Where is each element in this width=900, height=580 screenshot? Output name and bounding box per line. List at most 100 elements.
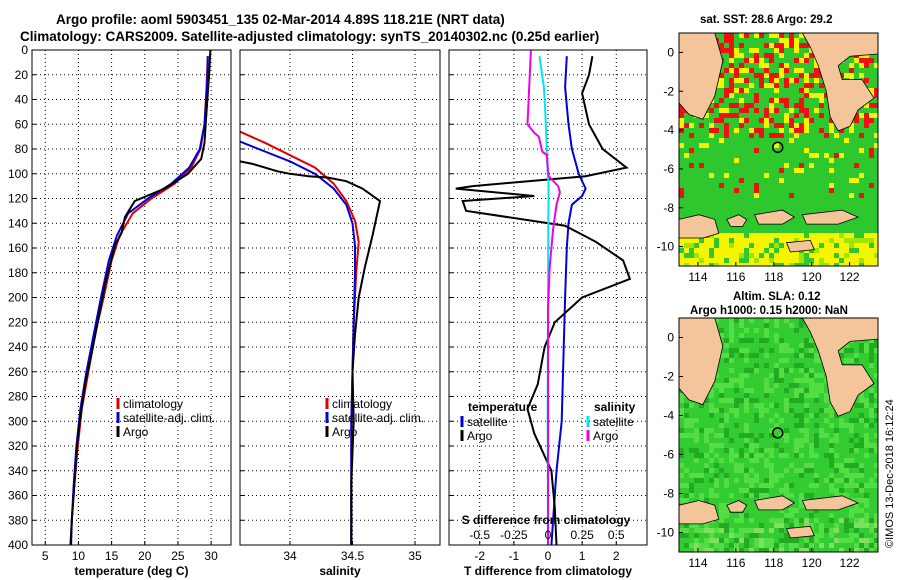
- legend-title: temperature: [468, 400, 538, 414]
- map-cell: [784, 403, 789, 408]
- map-cell: [859, 258, 864, 263]
- map-cell: [864, 343, 869, 348]
- map-cell: [684, 423, 689, 428]
- map-cell: [769, 73, 774, 78]
- map-cell: [809, 233, 814, 238]
- map-cell: [739, 488, 744, 493]
- map-cell: [814, 258, 819, 263]
- map-cell: [874, 93, 878, 98]
- map-cell: [844, 348, 849, 353]
- map-cell: [744, 58, 749, 63]
- map-cell: [839, 153, 844, 158]
- map-cell: [754, 148, 759, 153]
- map-cell: [729, 378, 734, 383]
- map-cell: [784, 513, 789, 518]
- map-cell: [874, 253, 878, 258]
- map-cell: [749, 233, 754, 238]
- map-cell: [724, 233, 729, 238]
- map-cell: [864, 238, 869, 243]
- map-cell: [859, 63, 864, 68]
- map-cell: [734, 518, 739, 523]
- map-cell: [789, 253, 794, 258]
- map-cell: [794, 123, 799, 128]
- map-cell: [724, 508, 729, 513]
- map-cell: [799, 438, 804, 443]
- map-cell: [869, 528, 874, 533]
- map-cell: [864, 398, 869, 403]
- map-cell: [779, 543, 784, 548]
- map-cell: [779, 548, 784, 552]
- map-cell: [739, 123, 744, 128]
- map-cell: [789, 33, 794, 38]
- map-cell: [834, 523, 839, 528]
- map-cell: [779, 123, 784, 128]
- map-cell: [764, 318, 769, 323]
- map-cell: [764, 353, 769, 358]
- map-cell: [829, 483, 834, 488]
- map-cell: [699, 528, 704, 533]
- map-cell: [874, 258, 878, 263]
- map-cell: [769, 33, 774, 38]
- map-cell: [769, 478, 774, 483]
- map-cell: [839, 463, 844, 468]
- map-cell: [839, 468, 844, 473]
- map-cell: [804, 353, 809, 358]
- map-cell: [849, 193, 854, 198]
- map-cell: [854, 483, 859, 488]
- map-cell: [759, 548, 764, 552]
- map-cell: [874, 518, 878, 523]
- map-cell: [709, 478, 714, 483]
- y-tick-label: 0: [21, 43, 28, 57]
- map-cell: [864, 518, 869, 523]
- map-cell: [869, 258, 874, 263]
- map-cell: [799, 73, 804, 78]
- map-cell: [799, 233, 804, 238]
- map-cell: [724, 448, 729, 453]
- map-cell: [794, 383, 799, 388]
- map-cell: [774, 108, 779, 113]
- map-cell: [844, 343, 849, 348]
- map-cell: [744, 488, 749, 493]
- y-tick-label: 200: [8, 291, 28, 305]
- map-cell: [709, 388, 714, 393]
- map-cell: [744, 108, 749, 113]
- map-cell: [859, 343, 864, 348]
- map-cell: [869, 58, 874, 63]
- map-cell: [739, 78, 744, 83]
- map-cell: [864, 233, 869, 238]
- s-axis-label: S difference from climatology: [462, 513, 631, 527]
- map-cell: [804, 378, 809, 383]
- map-cell: [799, 443, 804, 448]
- map-cell: [749, 518, 754, 523]
- map-cell: [819, 528, 824, 533]
- map-cell: [709, 133, 714, 138]
- map-cell: [694, 263, 699, 266]
- map-cell: [679, 393, 684, 398]
- map-cell: [739, 118, 744, 123]
- map-cell: [839, 248, 844, 253]
- map-cell: [814, 478, 819, 483]
- map-cell: [734, 318, 739, 323]
- map-cell: [699, 473, 704, 478]
- map-cell: [719, 333, 724, 338]
- map-cell: [714, 258, 719, 263]
- land-polygon: [679, 214, 720, 239]
- map-cell: [704, 468, 709, 473]
- map-cell: [799, 518, 804, 523]
- map-cell: [714, 233, 719, 238]
- map-cell: [774, 73, 779, 78]
- map-cell: [684, 498, 689, 503]
- map-cell: [854, 113, 859, 118]
- map-frame: [678, 32, 879, 267]
- map-cell: [764, 383, 769, 388]
- map-cell: [679, 253, 684, 258]
- map-cell: [739, 43, 744, 48]
- map-cell: [789, 43, 794, 48]
- map-cell: [874, 463, 878, 468]
- map-cell: [794, 353, 799, 358]
- map-cell: [694, 448, 699, 453]
- map-cell: [814, 508, 819, 513]
- map-cell: [744, 103, 749, 108]
- map-cell: [684, 418, 689, 423]
- map-cell: [829, 443, 834, 448]
